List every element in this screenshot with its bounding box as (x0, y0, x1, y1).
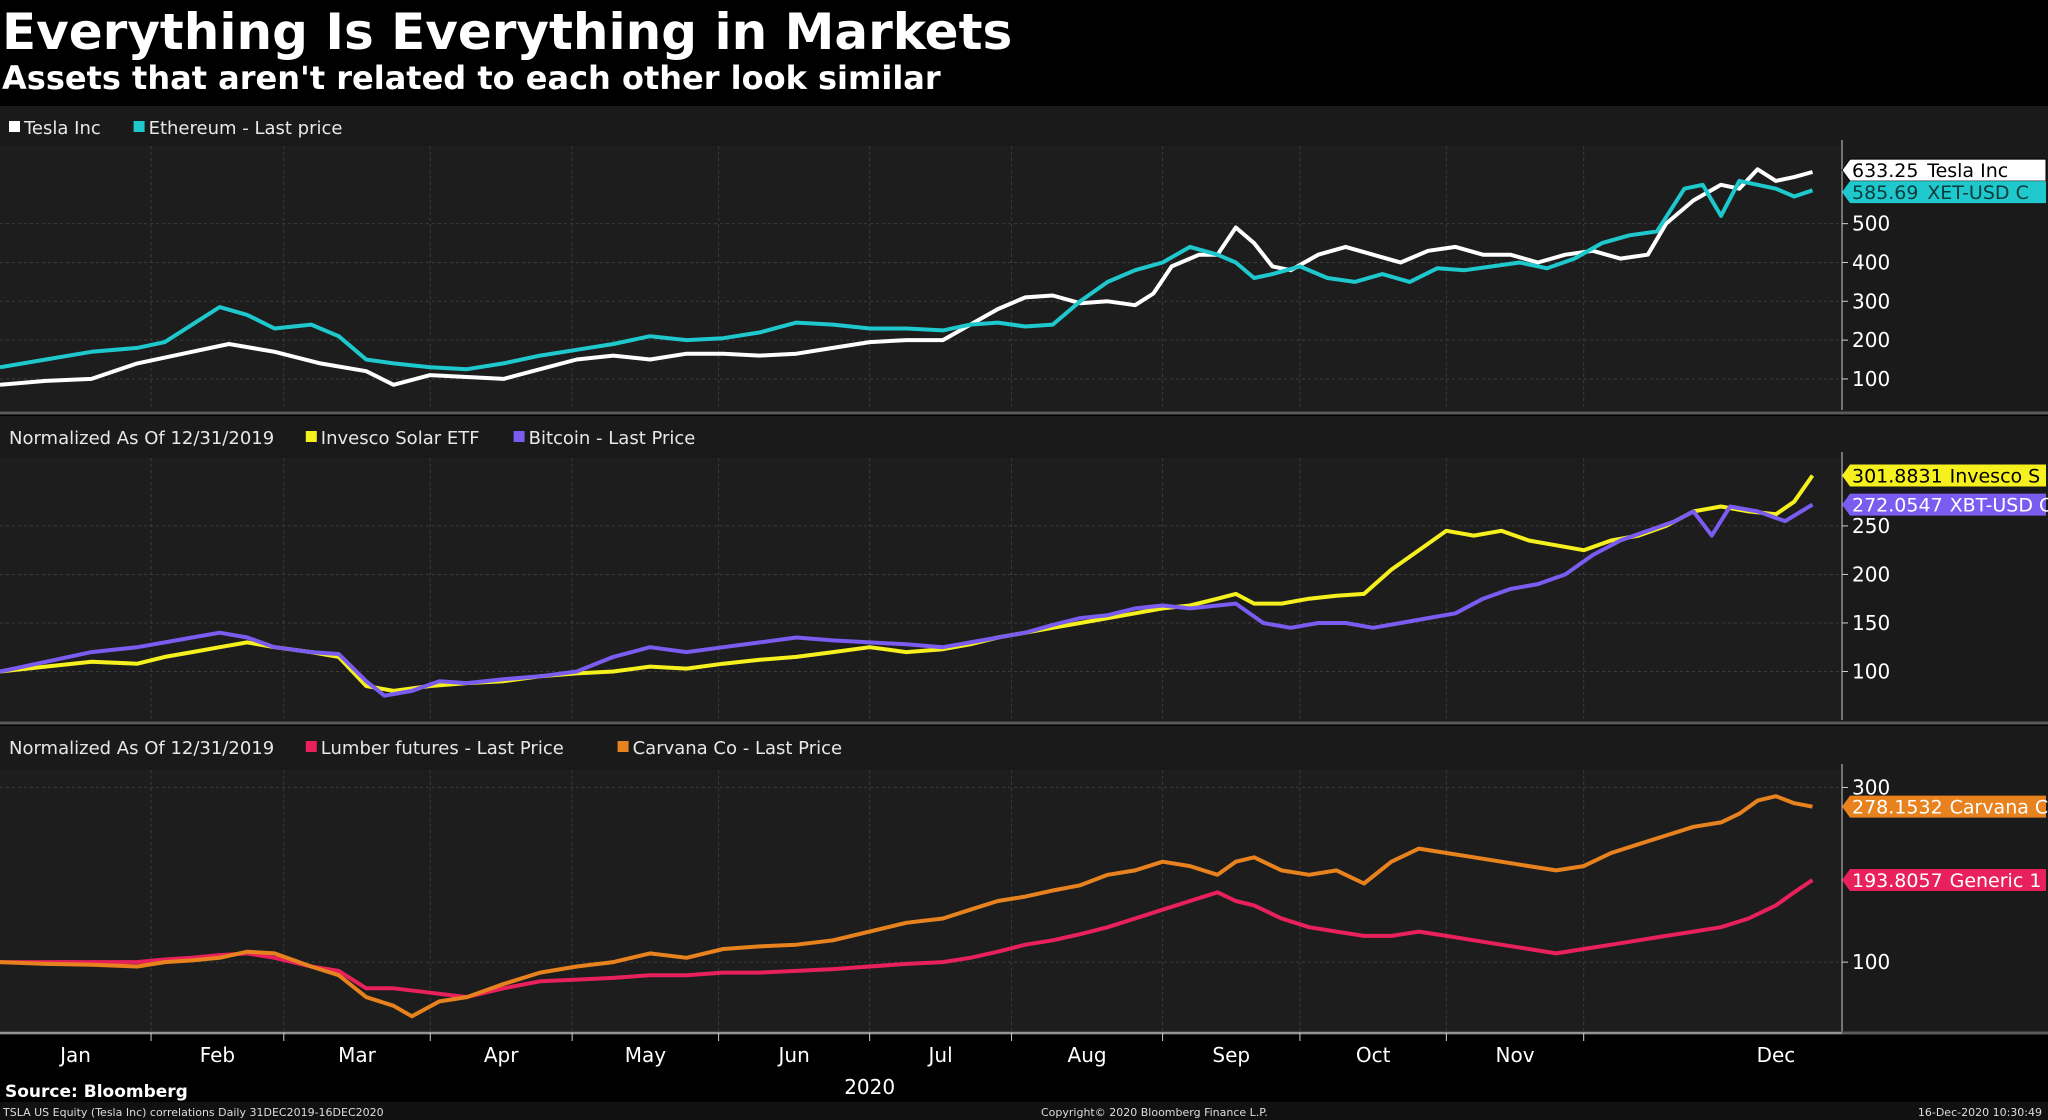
legend-swatch (133, 121, 145, 132)
last-value-tag (1842, 795, 2046, 818)
y-tick-label: 400 (1852, 250, 1890, 274)
y-tick-label: 100 (1852, 367, 1890, 391)
y-tick-label: 250 (1852, 514, 1890, 538)
plot-area (0, 146, 1840, 410)
series-line-bitcoin (0, 502, 1814, 698)
legend-swatch (305, 741, 317, 752)
legend-swatch (513, 431, 525, 442)
x-axis-year-label: 2020 (844, 1075, 895, 1099)
series-line-ethereum (0, 178, 1814, 372)
last-value-tag (1842, 869, 2046, 892)
legend-swatch (617, 741, 629, 752)
series-line-carvana (0, 794, 1813, 1019)
y-tick-label: 200 (1852, 328, 1890, 352)
last-value-tag (1842, 493, 2046, 516)
legend-prefix: Normalized As Of 12/31/2019 (9, 428, 274, 449)
source-note: Source: Bloomberg (5, 1082, 188, 1102)
x-tick-label: Jul (927, 1043, 953, 1067)
last-value-tag (1841, 158, 2047, 182)
last-value-label: Tesla Inc (1926, 160, 2008, 182)
y-tick-label: 300 (1852, 289, 1890, 313)
y-tick-label: 300 (1852, 775, 1890, 799)
last-value-label: Invesco S (1950, 465, 2041, 487)
last-value-tag (1842, 181, 2046, 204)
y-tick-label: 100 (1852, 659, 1890, 683)
last-value-number: 272.0547 (1852, 495, 1943, 517)
page-subtitle: Assets that aren't related to each other… (2, 59, 941, 97)
x-tick-label: Apr (484, 1043, 519, 1067)
timestamp: 16-Dec-2020 10:30:49 (1917, 1106, 2042, 1119)
last-value-label: XBT-USD C (1950, 495, 2048, 517)
last-value-number: 278.1532 (1852, 797, 1943, 819)
series-line-lumber (0, 878, 1814, 1000)
x-tick-label: May (625, 1043, 667, 1067)
x-tick-label: Nov (1496, 1043, 1535, 1067)
last-value-label: XET-USD C (1927, 182, 2029, 204)
legend-item-label: Carvana Co - Last Price (633, 738, 843, 759)
x-tick-label: Sep (1212, 1043, 1250, 1067)
legend-item-label: Lumber futures - Last Price (321, 738, 564, 759)
x-tick-label: Jan (58, 1043, 91, 1067)
legend-item-label: Invesco Solar ETF (321, 428, 480, 449)
last-value-label: Carvana C (1950, 797, 2048, 819)
last-value-number: 193.8057 (1852, 870, 1943, 892)
legend-swatch (305, 431, 317, 442)
plot-area (0, 770, 1840, 1032)
series-line-tesla (0, 167, 1814, 387)
footer-band (0, 1102, 2048, 1120)
ticker-info: TSLA US Equity (Tesla Inc) correlations … (3, 1106, 384, 1119)
y-tick-label: 100 (1852, 950, 1890, 974)
x-tick-label: Dec (1757, 1043, 1796, 1067)
legend-swatch (9, 121, 20, 132)
y-tick-label: 500 (1852, 212, 1890, 236)
plot-area (0, 458, 1840, 720)
last-value-tag (1842, 464, 2046, 487)
x-tick-label: Feb (200, 1043, 235, 1067)
legend-item-label: Ethereum - Last price (149, 118, 343, 139)
legend-item-label: Tesla Inc (23, 118, 101, 139)
last-value-number: 585.69 (1852, 182, 1918, 204)
x-tick-label: Mar (338, 1043, 377, 1067)
legend-prefix: Normalized As Of 12/31/2019 (9, 738, 274, 759)
legend-item-label: Bitcoin - Last Price (529, 428, 696, 449)
x-tick-label: Aug (1068, 1043, 1107, 1067)
x-tick-label: Jun (777, 1043, 810, 1067)
copyright: Copyright© 2020 Bloomberg Finance L.P. (1041, 1106, 1268, 1119)
last-value-number: 633.25 (1852, 160, 1918, 182)
page-title: Everything Is Everything in Markets (2, 3, 1013, 61)
last-value-label: Generic 1 (1950, 870, 2042, 892)
y-tick-label: 150 (1852, 611, 1890, 635)
x-tick-label: Oct (1356, 1043, 1391, 1067)
y-tick-label: 200 (1852, 562, 1890, 586)
last-value-number: 301.8831 (1852, 465, 1943, 487)
